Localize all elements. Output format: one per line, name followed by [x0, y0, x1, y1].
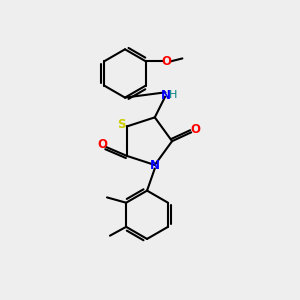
Text: N: N [150, 159, 160, 172]
Text: H: H [169, 90, 178, 100]
Text: N: N [160, 89, 170, 102]
Text: O: O [98, 138, 107, 151]
Text: O: O [161, 55, 172, 68]
Text: O: O [190, 124, 200, 136]
Text: S: S [117, 118, 126, 131]
